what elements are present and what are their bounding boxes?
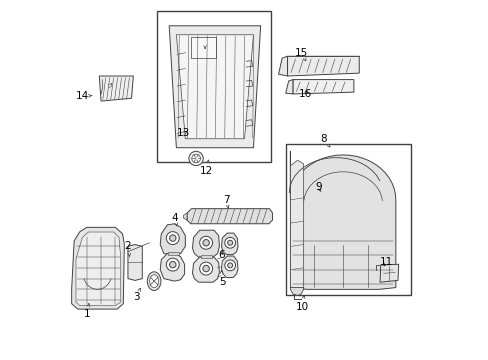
Polygon shape xyxy=(128,244,142,280)
Polygon shape xyxy=(290,288,303,296)
Polygon shape xyxy=(76,232,121,306)
Polygon shape xyxy=(278,56,287,76)
Circle shape xyxy=(166,231,179,244)
Text: 12: 12 xyxy=(200,160,213,176)
Circle shape xyxy=(224,237,235,248)
Ellipse shape xyxy=(149,275,158,288)
Text: 9: 9 xyxy=(314,182,321,192)
Circle shape xyxy=(227,240,232,245)
Polygon shape xyxy=(72,227,124,309)
Text: 13: 13 xyxy=(177,129,190,138)
Text: 16: 16 xyxy=(298,89,311,99)
Circle shape xyxy=(191,154,200,163)
Circle shape xyxy=(169,261,176,268)
Text: 11: 11 xyxy=(379,257,392,267)
Bar xyxy=(156,12,271,162)
Polygon shape xyxy=(169,26,260,148)
Polygon shape xyxy=(176,35,253,139)
Text: 1: 1 xyxy=(83,303,90,319)
Circle shape xyxy=(224,260,235,271)
Polygon shape xyxy=(287,56,359,76)
Text: 14: 14 xyxy=(76,91,92,101)
Circle shape xyxy=(188,151,203,166)
Text: 5: 5 xyxy=(219,270,226,287)
Polygon shape xyxy=(192,257,219,282)
Polygon shape xyxy=(192,230,219,257)
Polygon shape xyxy=(167,252,178,255)
Text: 4: 4 xyxy=(171,213,178,226)
Ellipse shape xyxy=(147,272,161,291)
Polygon shape xyxy=(221,233,238,255)
Circle shape xyxy=(199,236,212,249)
Polygon shape xyxy=(292,80,353,94)
Polygon shape xyxy=(99,76,133,101)
Polygon shape xyxy=(160,253,184,281)
Circle shape xyxy=(203,265,209,272)
Polygon shape xyxy=(290,151,395,289)
Bar xyxy=(285,144,410,295)
Circle shape xyxy=(169,235,176,241)
Polygon shape xyxy=(201,255,212,258)
Polygon shape xyxy=(379,264,398,282)
Text: 2: 2 xyxy=(124,241,131,257)
Polygon shape xyxy=(183,213,187,220)
Circle shape xyxy=(199,262,212,275)
Text: 10: 10 xyxy=(295,296,308,312)
Polygon shape xyxy=(290,160,303,291)
Text: 6: 6 xyxy=(218,250,224,260)
Polygon shape xyxy=(187,209,272,224)
Polygon shape xyxy=(160,224,185,255)
Text: 3: 3 xyxy=(133,288,140,302)
Polygon shape xyxy=(190,37,215,58)
Circle shape xyxy=(203,239,209,246)
Polygon shape xyxy=(285,80,292,94)
Text: 8: 8 xyxy=(320,134,329,147)
Text: 7: 7 xyxy=(223,195,229,208)
Circle shape xyxy=(227,263,232,268)
Polygon shape xyxy=(221,256,238,278)
Text: 15: 15 xyxy=(295,48,308,61)
Circle shape xyxy=(166,258,179,271)
